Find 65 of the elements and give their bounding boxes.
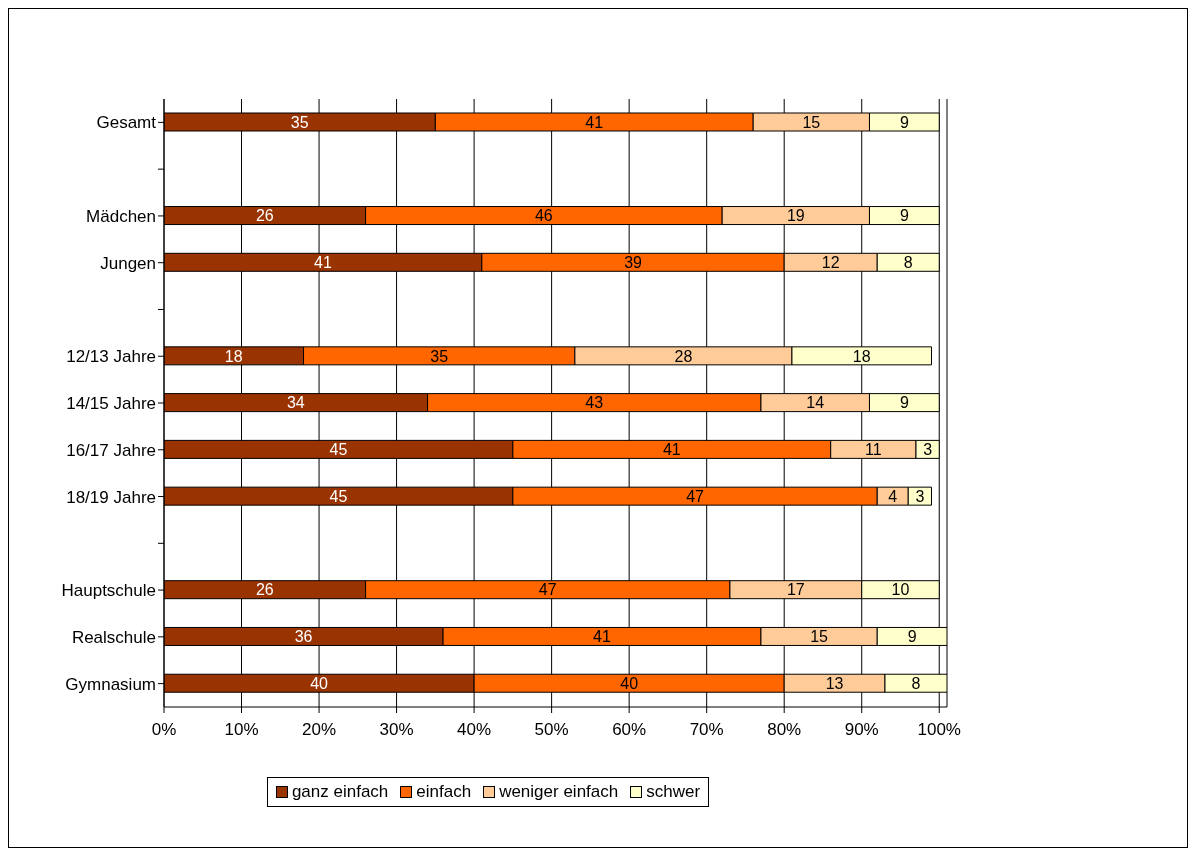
data-label: 3 — [923, 441, 933, 459]
data-label: 3 — [915, 487, 925, 505]
data-label: 35 — [430, 347, 449, 365]
data-label: 34 — [286, 394, 305, 412]
data-label: 9 — [899, 207, 909, 225]
y-tick-label: Mädchen — [86, 206, 156, 226]
y-tick-label: Gymnasium — [65, 674, 156, 694]
y-tick-label: Hauptschule — [61, 581, 156, 601]
x-tick-label: 70% — [689, 720, 724, 740]
x-tick-label: 40% — [457, 720, 492, 740]
data-label: 8 — [903, 253, 913, 271]
data-label: 47 — [686, 487, 705, 505]
data-label: 41 — [662, 441, 681, 459]
data-label: 41 — [314, 253, 332, 271]
x-tick-label: 30% — [379, 720, 414, 740]
data-label: 9 — [907, 628, 917, 646]
x-tick-label: 80% — [767, 720, 802, 740]
x-tick-label: 60% — [612, 720, 647, 740]
y-tick-label: Jungen — [100, 253, 156, 273]
legend-label: schwer — [645, 782, 701, 802]
data-label: 19 — [786, 207, 805, 225]
data-label: 10 — [891, 581, 910, 599]
y-tick-label: Gesamt — [96, 113, 157, 133]
data-label: 12 — [821, 253, 840, 271]
x-tick-label: 90% — [844, 720, 879, 740]
data-label: 39 — [624, 253, 643, 271]
x-tick-label: 0% — [151, 720, 177, 740]
data-label: 4 — [888, 487, 898, 505]
data-label: 46 — [534, 207, 553, 225]
data-label: 8 — [911, 674, 921, 692]
data-label: 14 — [806, 394, 825, 412]
x-tick-label: 10% — [224, 720, 259, 740]
legend-label: weniger einfach — [498, 782, 619, 802]
y-tick-label: Realschule — [71, 627, 156, 647]
data-label: 9 — [899, 113, 909, 131]
data-label: 13 — [825, 674, 844, 692]
data-label: 36 — [294, 628, 313, 646]
x-tick-label: 20% — [302, 720, 337, 740]
data-label: 15 — [810, 628, 829, 646]
data-label: 40 — [620, 674, 639, 692]
data-label: 28 — [674, 347, 693, 365]
data-label: 40 — [310, 674, 329, 692]
data-label: 43 — [585, 394, 604, 412]
data-label: 18 — [852, 347, 871, 365]
y-tick-label: 14/15 Jahre — [66, 394, 156, 414]
data-label: 41 — [593, 628, 612, 646]
data-label: 9 — [899, 394, 909, 412]
data-label: 45 — [329, 487, 348, 505]
data-label: 11 — [865, 441, 882, 459]
y-tick-label: 16/17 Jahre — [66, 440, 156, 460]
y-tick-label: 18/19 Jahre — [66, 487, 156, 507]
x-tick-label: 50% — [534, 720, 569, 740]
data-label: 45 — [329, 441, 348, 459]
data-label: 15 — [802, 113, 821, 131]
legend-label: einfach — [415, 782, 472, 802]
legend-label: ganz einfach — [290, 782, 389, 802]
data-label: 17 — [786, 581, 805, 599]
y-tick-label: 12/13 Jahre — [66, 347, 156, 367]
data-label: 26 — [255, 207, 274, 225]
data-label: 41 — [585, 113, 604, 131]
data-label: 47 — [538, 581, 557, 599]
x-tick-label: 100% — [917, 720, 961, 740]
data-label: 35 — [290, 113, 309, 131]
data-label: 18 — [224, 347, 243, 365]
data-label: 26 — [255, 581, 274, 599]
